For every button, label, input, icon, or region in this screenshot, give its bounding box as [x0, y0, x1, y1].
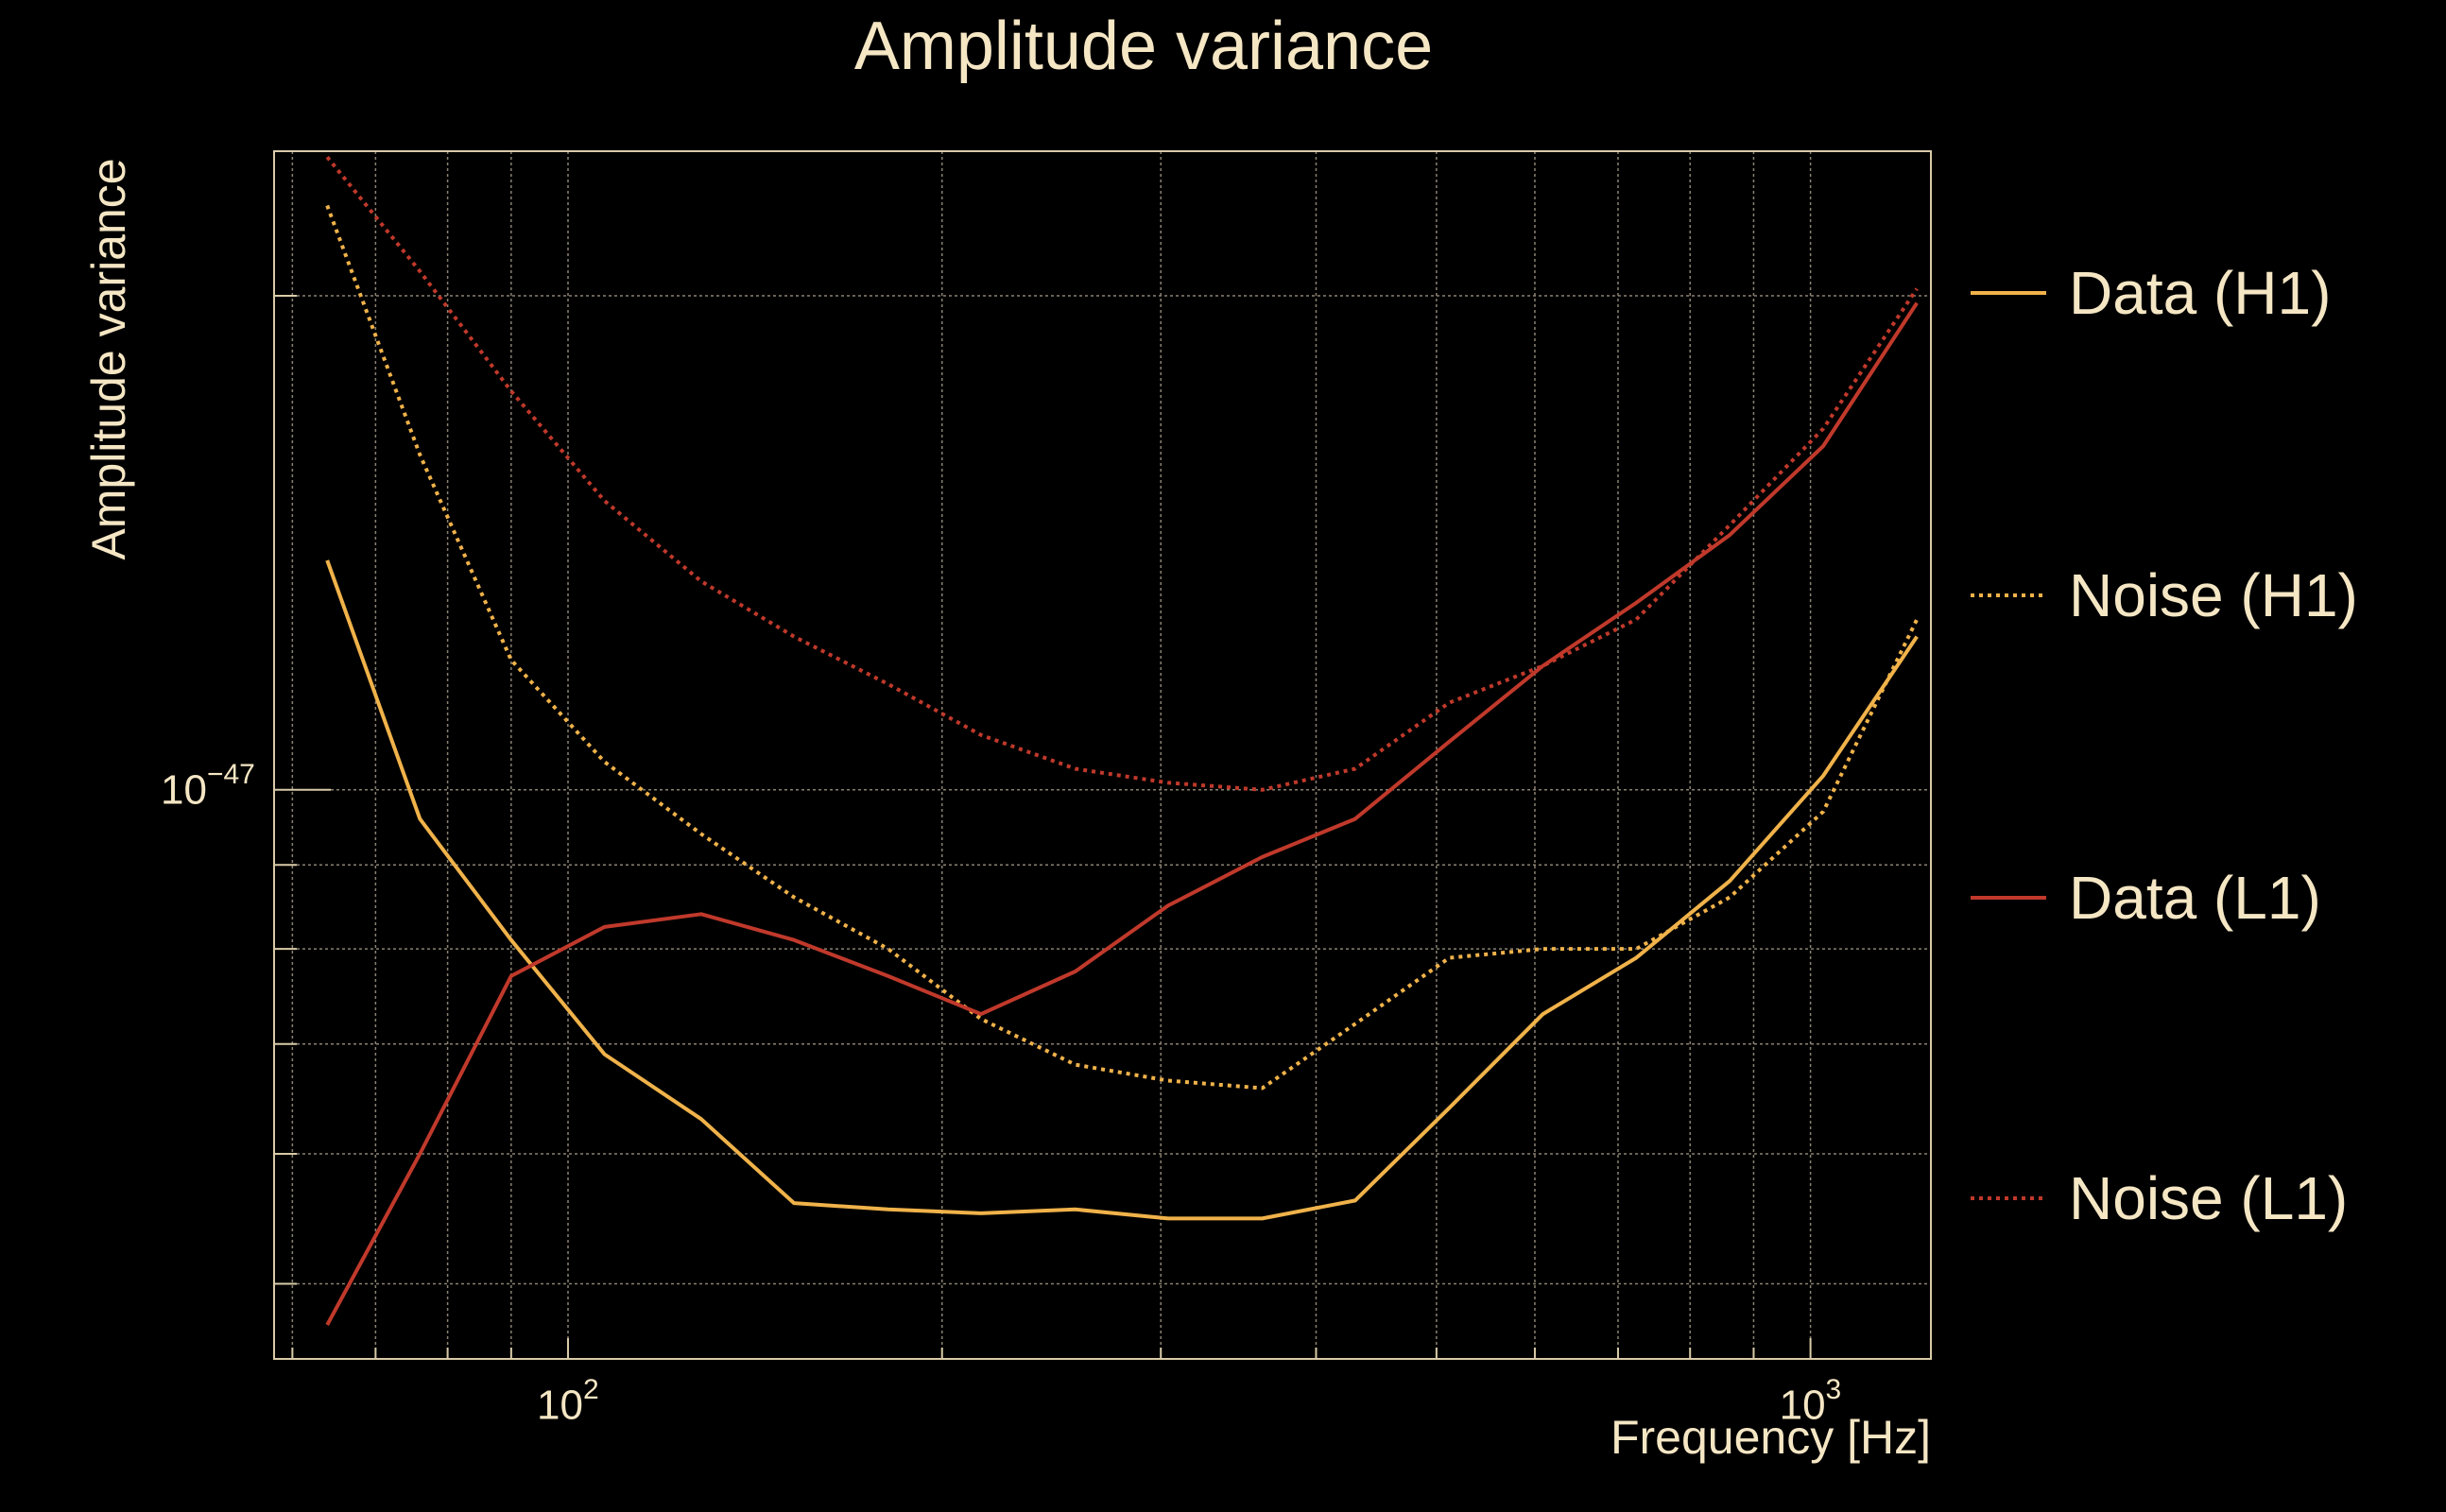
y-tick-label: 10−47: [161, 759, 255, 814]
series-line-noise-l1: [325, 155, 1919, 792]
series-line-noise-h1: [325, 204, 1919, 1091]
x-tick-label: 102: [536, 1374, 599, 1429]
legend-swatch-data-l1: [1971, 896, 2046, 900]
series-line-data-l1: [325, 301, 1919, 1326]
legend-item-noise-h1[interactable]: Noise (H1): [1971, 558, 2358, 633]
chart-title: Amplitude variance: [853, 9, 1434, 84]
x-axis-label: Frequency [Hz]: [1610, 1411, 1931, 1464]
legend-label: Data (H1): [2069, 259, 2332, 327]
legend-swatch-noise-h1: [1971, 593, 2046, 597]
series-group: [325, 155, 1919, 1326]
legend-label: Noise (L1): [2069, 1164, 2349, 1232]
legend-item-data-l1[interactable]: Data (L1): [1971, 860, 2321, 936]
legend-label: Data (L1): [2069, 864, 2321, 932]
legend-item-noise-l1[interactable]: Noise (L1): [1971, 1160, 2348, 1236]
grid: [274, 151, 1931, 1359]
y-axis-label: Amplitude variance: [82, 158, 135, 560]
x-tick-label: 103: [1779, 1374, 1842, 1429]
legend-label: Noise (H1): [2069, 561, 2358, 629]
plot-frame: [273, 150, 1932, 1360]
series-line-data-h1: [325, 559, 1919, 1221]
plot-background: [274, 151, 1931, 1359]
legend-swatch-data-h1: [1971, 291, 2046, 295]
legend-item-data-h1[interactable]: Data (H1): [1971, 255, 2331, 331]
legend-swatch-noise-l1: [1971, 1196, 2046, 1200]
